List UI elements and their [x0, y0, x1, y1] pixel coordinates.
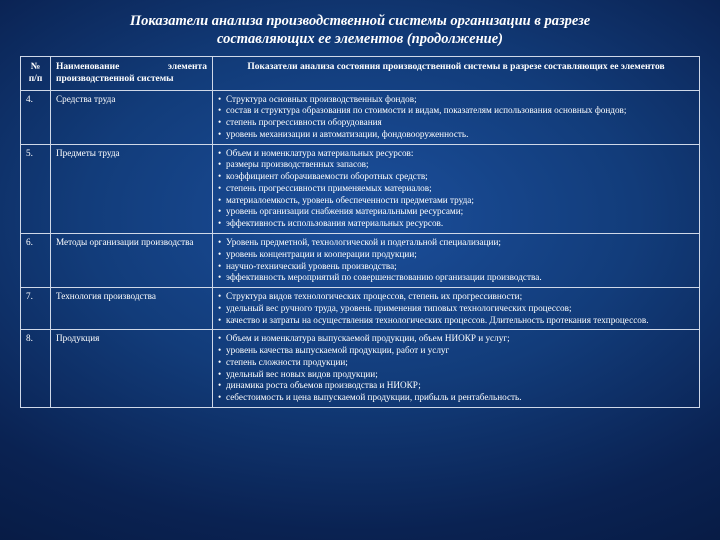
table-row: 8.Продукция Объем и номенклатура выпускае… [21, 330, 700, 408]
indicator-item: коэффициент оборачиваемости оборотных ср… [218, 171, 694, 183]
cell-num: 7. [21, 288, 51, 330]
indicator-item: уровень концентрации и кооперации продук… [218, 249, 694, 261]
indicator-item: степень сложности продукции; [218, 357, 694, 369]
indicator-item: Объем и номенклатура выпускаемой продукц… [218, 333, 694, 345]
header-indicators: Показатели анализа состояния производств… [213, 57, 700, 90]
cell-name: Продукция [51, 330, 213, 408]
indicator-item: эффективность мероприятий по совершенств… [218, 272, 694, 284]
indicator-list: Структура видов технологических процессо… [218, 291, 694, 326]
table-row: 7.Технология производства Структура видов… [21, 288, 700, 330]
indicator-item: уровень качества выпускаемой продукции, … [218, 345, 694, 357]
cell-num: 6. [21, 233, 51, 287]
page-title: Показатели анализа производственной сист… [40, 12, 680, 48]
indicator-item: уровень организации снабжения материальн… [218, 206, 694, 218]
indicator-item: себестоимость и цена выпускаемой продукц… [218, 392, 694, 404]
cell-name: Предметы труда [51, 144, 213, 233]
header-name: Наименование элемента производственной с… [51, 57, 213, 90]
cell-num: 4. [21, 90, 51, 144]
table-row: 5.Предметы труда Объем и номенклатура мат… [21, 144, 700, 233]
indicator-item: уровень механизации и автоматизации, фон… [218, 129, 694, 141]
indicator-item: удельный вес новых видов продукции; [218, 369, 694, 381]
indicator-item: материалоемкость, уровень обеспеченности… [218, 195, 694, 207]
indicator-list: Структура основных производственных фонд… [218, 94, 694, 141]
indicator-item: размеры производственных запасов; [218, 159, 694, 171]
indicator-item: удельный вес ручного труда, уровень прим… [218, 303, 694, 315]
cell-indicators: Объем и номенклатура материальных ресурс… [213, 144, 700, 233]
indicator-item: состав и структура образования по стоимо… [218, 105, 694, 117]
indicator-item: качество и затраты на осуществления техн… [218, 315, 694, 327]
indicator-item: Структура основных производственных фонд… [218, 94, 694, 106]
indicator-list: Объем и номенклатура материальных ресурс… [218, 148, 694, 230]
indicator-item: Объем и номенклатура материальных ресурс… [218, 148, 694, 160]
cell-name: Средства труда [51, 90, 213, 144]
cell-indicators: Структура основных производственных фонд… [213, 90, 700, 144]
table-row: 4.Средства труда Структура основных произ… [21, 90, 700, 144]
indicator-item: Уровень предметной, технологической и по… [218, 237, 694, 249]
indicator-item: динамика роста объемов производства и НИ… [218, 380, 694, 392]
title-line-2: составляющих ее элементов (продолжение) [217, 31, 503, 47]
table-row: 6.Методы организации производства Уровень… [21, 233, 700, 287]
indicator-item: эффективность использования материальных… [218, 218, 694, 230]
cell-name: Технология производства [51, 288, 213, 330]
indicator-list: Объем и номенклатура выпускаемой продукц… [218, 333, 694, 404]
indicator-item: научно-технический уровень производства; [218, 261, 694, 273]
header-num: № п/п [21, 57, 51, 90]
cell-indicators: Уровень предметной, технологической и по… [213, 233, 700, 287]
cell-indicators: Структура видов технологических процессо… [213, 288, 700, 330]
indicator-list: Уровень предметной, технологической и по… [218, 237, 694, 284]
title-line-1: Показатели анализа производственной сист… [130, 13, 590, 29]
analysis-table: № п/п Наименование элемента производстве… [20, 56, 700, 408]
cell-name: Методы организации производства [51, 233, 213, 287]
slide: Показатели анализа производственной сист… [0, 0, 720, 540]
table-header-row: № п/п Наименование элемента производстве… [21, 57, 700, 90]
cell-num: 5. [21, 144, 51, 233]
indicator-item: степень прогрессивности применяемых мате… [218, 183, 694, 195]
indicator-item: Структура видов технологических процессо… [218, 291, 694, 303]
cell-num: 8. [21, 330, 51, 408]
cell-indicators: Объем и номенклатура выпускаемой продукц… [213, 330, 700, 408]
indicator-item: степень прогрессивности оборудования [218, 117, 694, 129]
